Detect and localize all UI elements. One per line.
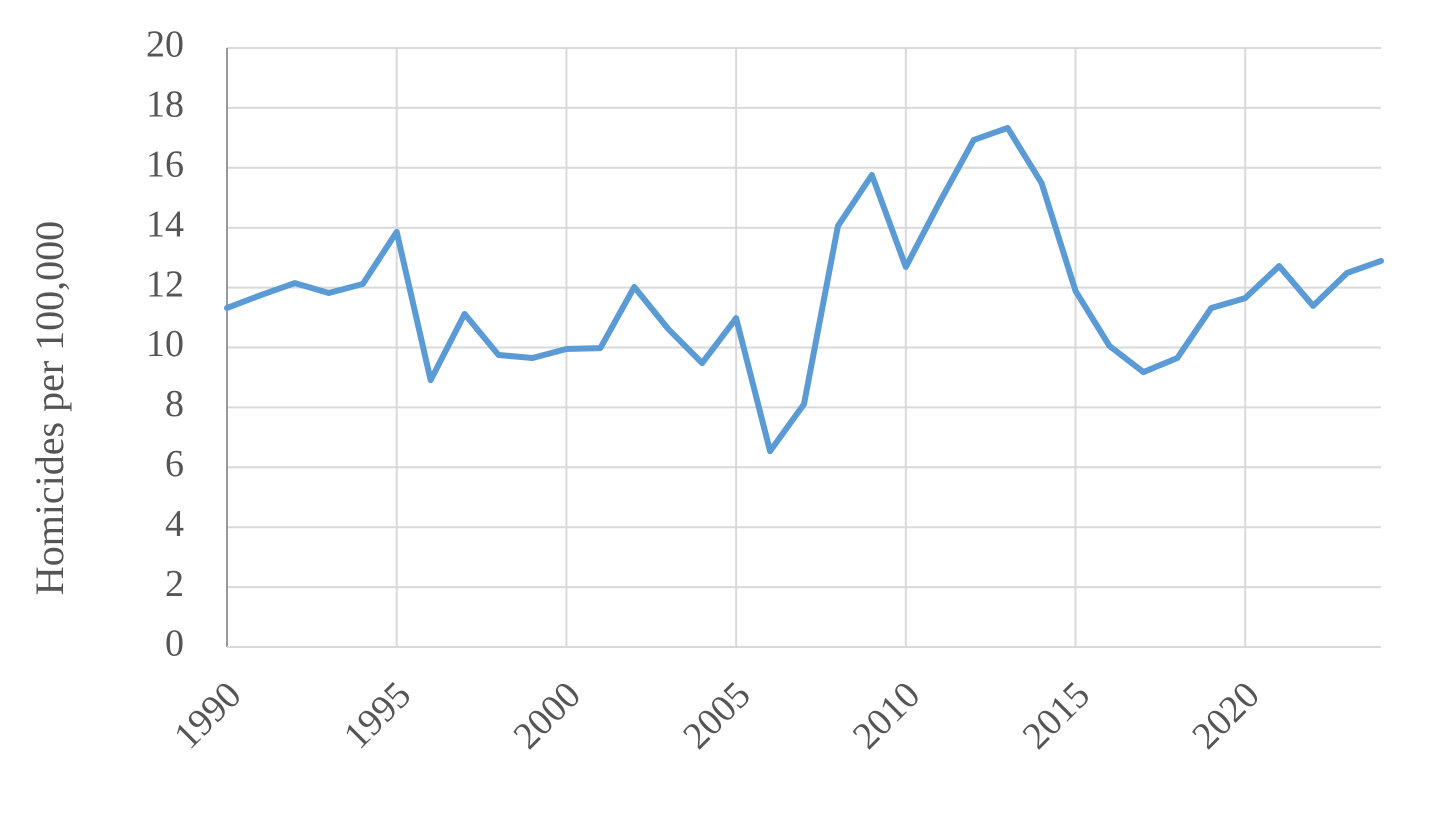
- y-tick-label: 8: [165, 383, 184, 425]
- y-tick-label: 2: [165, 563, 184, 605]
- x-tick-label: 2005: [675, 674, 758, 757]
- x-tick-label: 2020: [1184, 674, 1267, 757]
- y-tick-label: 0: [165, 623, 184, 665]
- y-tick-label: 16: [146, 144, 184, 186]
- x-tick-label: 1990: [166, 674, 249, 757]
- y-tick-label: 4: [165, 503, 184, 545]
- x-tick-label: 2010: [845, 674, 928, 757]
- y-tick-label: 20: [146, 24, 184, 66]
- y-tick-label: 18: [146, 84, 184, 126]
- data-line: [224, 124, 1384, 455]
- x-tick-label: 2000: [506, 674, 589, 757]
- y-tick-label: 14: [146, 203, 184, 245]
- y-tick-label: 10: [146, 323, 184, 365]
- y-tick-label: 12: [146, 263, 184, 305]
- x-tick-label: 2015: [1015, 674, 1098, 757]
- y-tick-label: 6: [165, 443, 184, 485]
- x-tick-label: 1995: [336, 674, 419, 757]
- y-axis-label: Homicides per 100,000: [27, 221, 72, 595]
